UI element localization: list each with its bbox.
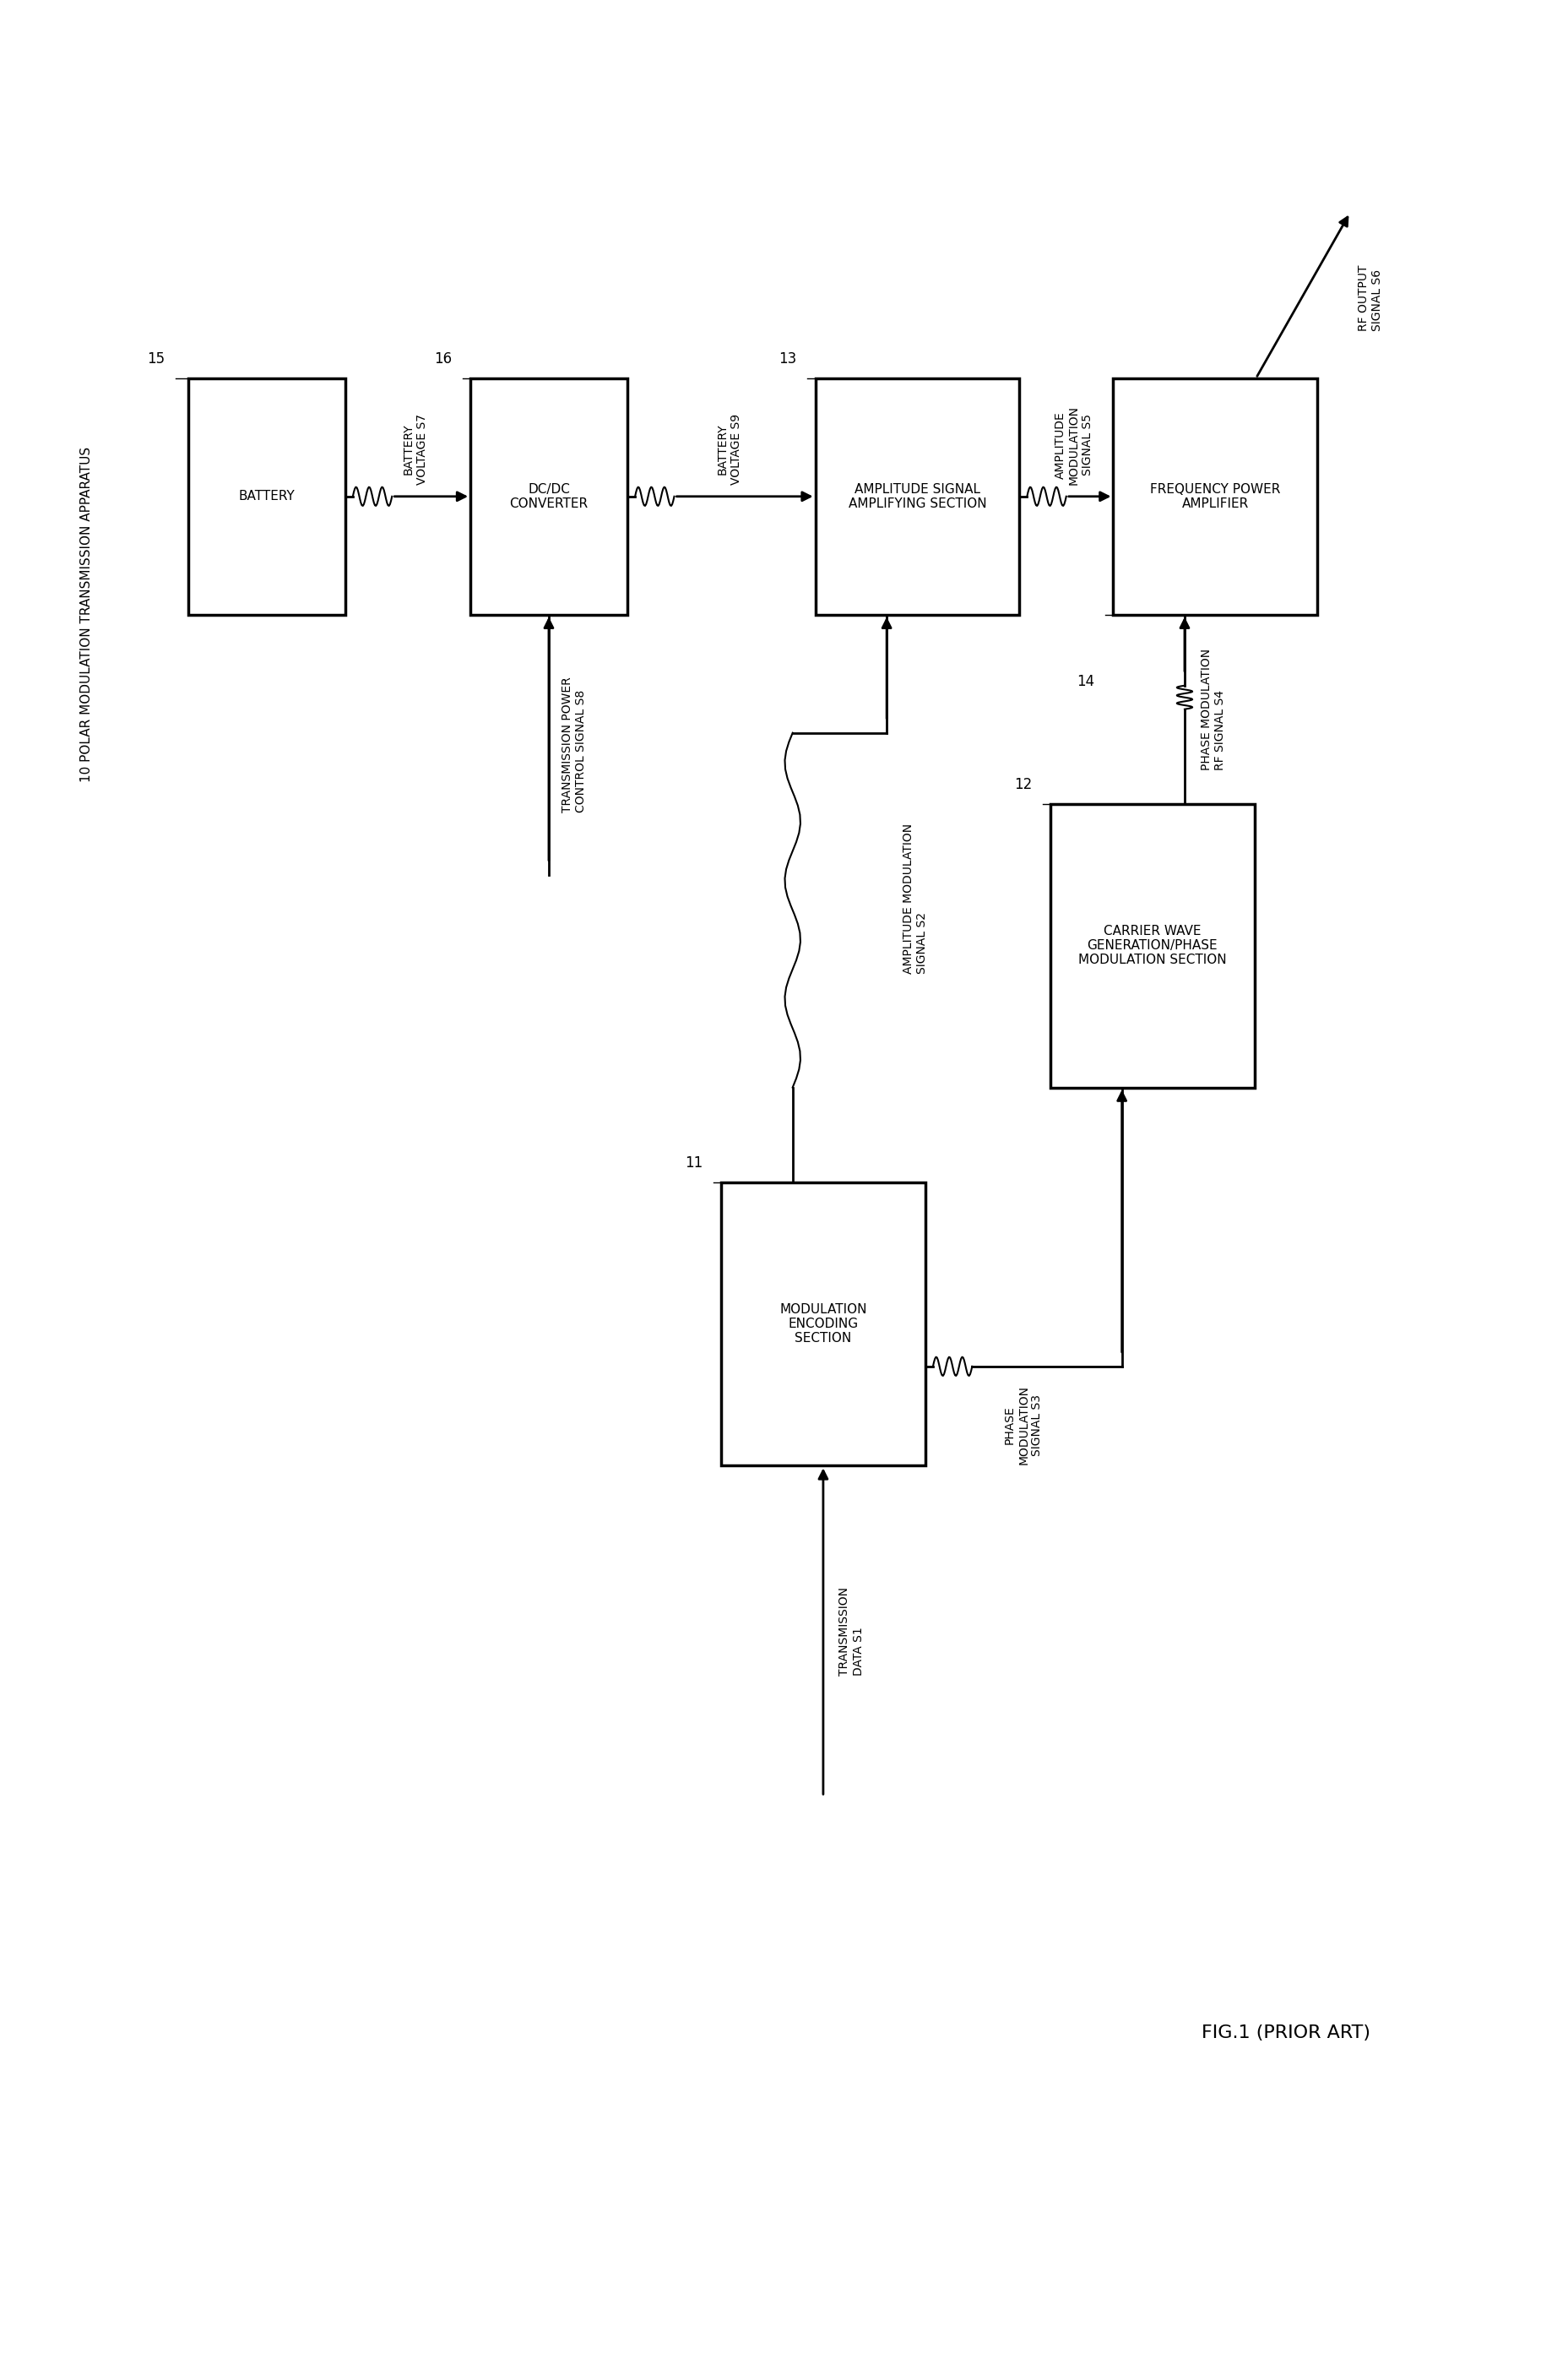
Text: 12: 12: [1014, 778, 1032, 792]
Text: AMPLITUDE
MODULATION
SIGNAL S5: AMPLITUDE MODULATION SIGNAL S5: [1055, 404, 1093, 485]
Text: AMPLITUDE SIGNAL
AMPLIFYING SECTION: AMPLITUDE SIGNAL AMPLIFYING SECTION: [848, 482, 986, 511]
Bar: [1051, 804, 1254, 1087]
Text: 16: 16: [434, 352, 452, 366]
Text: TRANSMISSION
DATA S1: TRANSMISSION DATA S1: [839, 1586, 864, 1676]
Bar: [815, 378, 1019, 615]
Text: 15: 15: [147, 352, 165, 366]
Text: 14: 14: [1077, 674, 1094, 688]
Text: 11: 11: [685, 1156, 702, 1170]
Bar: [1113, 378, 1317, 615]
Text: DC/DC
CONVERTER: DC/DC CONVERTER: [510, 482, 588, 511]
Text: BATTERY
VOLTAGE S9: BATTERY VOLTAGE S9: [717, 414, 742, 485]
Text: PHASE
MODULATION
SIGNAL S3: PHASE MODULATION SIGNAL S3: [1004, 1385, 1043, 1466]
Text: MODULATION
ENCODING
SECTION: MODULATION ENCODING SECTION: [779, 1303, 867, 1345]
Bar: [721, 1182, 925, 1466]
Text: 13: 13: [779, 352, 797, 366]
Text: BATTERY: BATTERY: [238, 489, 295, 504]
Text: PHASE MODULATION
RF SIGNAL S4: PHASE MODULATION RF SIGNAL S4: [1201, 648, 1226, 771]
Text: CARRIER WAVE
GENERATION/PHASE
MODULATION SECTION: CARRIER WAVE GENERATION/PHASE MODULATION…: [1079, 924, 1226, 967]
Bar: [188, 378, 345, 615]
Bar: [470, 378, 627, 615]
Text: TRANSMISSION POWER
CONTROL SIGNAL S8: TRANSMISSION POWER CONTROL SIGNAL S8: [561, 676, 586, 813]
Text: 10 POLAR MODULATION TRANSMISSION APPARATUS: 10 POLAR MODULATION TRANSMISSION APPARAT…: [80, 447, 93, 782]
Text: FIG.1 (PRIOR ART): FIG.1 (PRIOR ART): [1201, 2024, 1370, 2042]
Text: BATTERY
VOLTAGE S7: BATTERY VOLTAGE S7: [403, 414, 428, 485]
Text: FREQUENCY POWER
AMPLIFIER: FREQUENCY POWER AMPLIFIER: [1149, 482, 1281, 511]
Text: AMPLITUDE MODULATION
SIGNAL S2: AMPLITUDE MODULATION SIGNAL S2: [903, 823, 928, 974]
Text: RF OUTPUT
SIGNAL S6: RF OUTPUT SIGNAL S6: [1358, 265, 1383, 331]
